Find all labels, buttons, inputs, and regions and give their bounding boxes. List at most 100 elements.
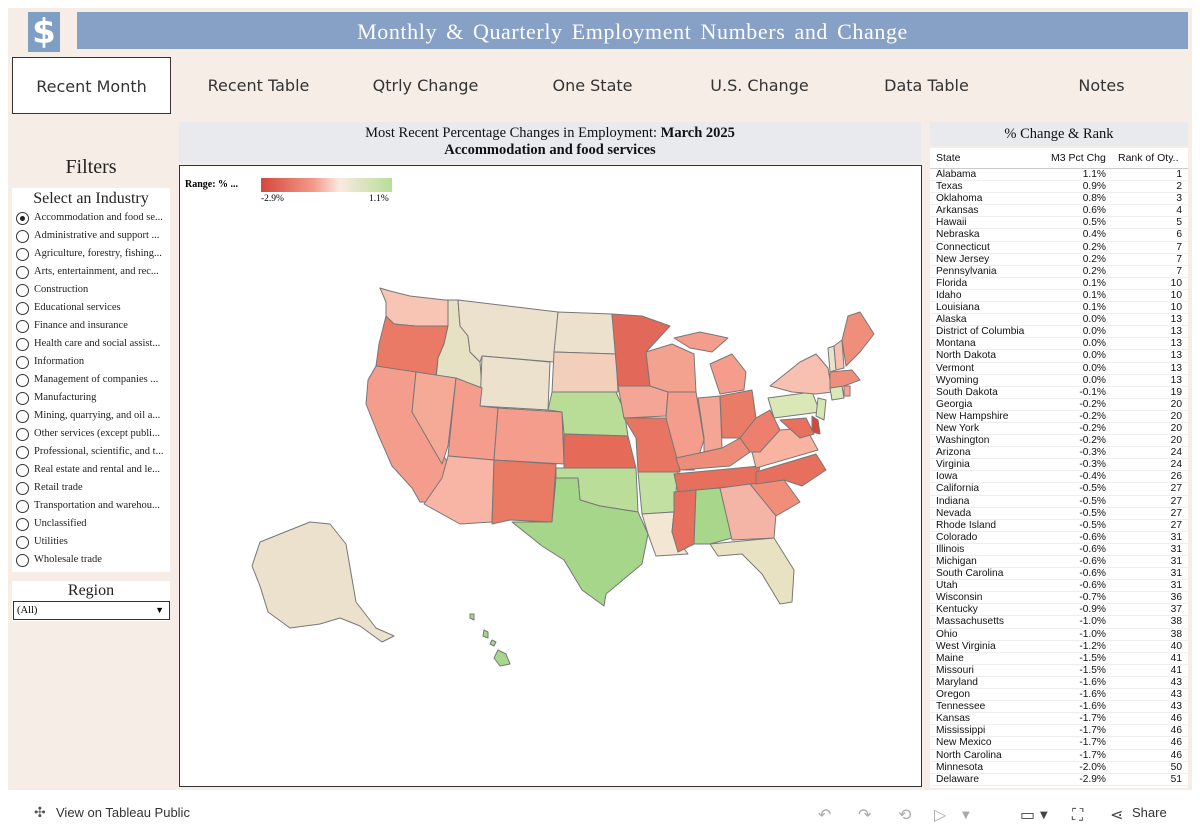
table-row[interactable]: North Carolina -1.7% 46: [930, 750, 1188, 762]
industry-option[interactable]: Professional, scientific, and t...: [12, 444, 170, 462]
table-row[interactable]: Mississippi -1.7% 46: [930, 725, 1188, 738]
radio-button[interactable]: [16, 482, 29, 495]
tab-us-change[interactable]: U.S. Change: [682, 57, 837, 114]
table-row[interactable]: Nebraska 0.4% 6: [930, 229, 1188, 242]
table-row[interactable]: Indiana -0.5% 27: [930, 496, 1188, 508]
table-row[interactable]: Colorado -0.6% 31: [930, 532, 1188, 544]
industry-option[interactable]: Retail trade: [12, 480, 170, 498]
radio-button[interactable]: [16, 500, 29, 513]
table-row[interactable]: Michigan -0.6% 31: [930, 556, 1188, 569]
industry-option[interactable]: Construction: [12, 282, 170, 300]
table-row[interactable]: Wisconsin -0.7% 36: [930, 592, 1188, 605]
state-alabama[interactable]: [693, 487, 733, 545]
table-row[interactable]: West Virginia -1.2% 40: [930, 641, 1188, 653]
table-row[interactable]: South Dakota -0.1% 19: [930, 387, 1188, 399]
redo-icon[interactable]: ↷: [858, 805, 872, 824]
table-row[interactable]: Missouri -1.5% 41: [930, 665, 1188, 677]
state-alaska[interactable]: [251, 521, 395, 643]
state-hawaii[interactable]: [493, 649, 511, 667]
table-row[interactable]: Nevada -0.5% 27: [930, 508, 1188, 520]
state-massachusetts[interactable]: [829, 369, 861, 389]
table-row[interactable]: Ohio -1.0% 38: [930, 629, 1188, 641]
radio-button[interactable]: [16, 284, 29, 297]
table-row[interactable]: Maine -1.5% 41: [930, 653, 1188, 665]
industry-option[interactable]: Information: [12, 354, 170, 372]
table-row[interactable]: Massachusetts -1.0% 38: [930, 616, 1188, 629]
state-texas[interactable]: [511, 477, 649, 607]
industry-option[interactable]: Manufacturing: [12, 390, 170, 408]
state-hawaii-4[interactable]: [469, 613, 475, 621]
table-row[interactable]: South Carolina -0.6% 31: [930, 568, 1188, 581]
chevron-down-icon[interactable]: ▼: [1040, 810, 1048, 821]
radio-button[interactable]: [16, 302, 29, 315]
table-row[interactable]: Connecticut 0.2% 7: [930, 242, 1188, 254]
state-rhode-island[interactable]: [843, 385, 851, 397]
state-maine[interactable]: [841, 311, 875, 367]
table-row[interactable]: Texas 0.9% 2: [930, 181, 1188, 194]
state-florida[interactable]: [709, 537, 795, 605]
radio-button[interactable]: [16, 212, 29, 225]
industry-option[interactable]: Mining, quarrying, and oil a...: [12, 408, 170, 426]
industry-option[interactable]: Wholesale trade: [12, 552, 170, 570]
state-hawaii-2[interactable]: [482, 629, 489, 639]
radio-button[interactable]: [16, 230, 29, 243]
col-rank[interactable]: Rank of Oty..: [1118, 152, 1179, 164]
table-row[interactable]: Maryland -1.6% 43: [930, 677, 1188, 690]
table-row[interactable]: Delaware -2.9% 51: [930, 774, 1188, 786]
industry-option[interactable]: Arts, entertainment, and rec...: [12, 264, 170, 282]
radio-button[interactable]: [16, 320, 29, 333]
radio-button[interactable]: [16, 356, 29, 369]
table-row[interactable]: Arkansas 0.6% 4: [930, 205, 1188, 218]
comment-download-icon[interactable]: ▭: [1020, 805, 1036, 824]
radio-button[interactable]: [16, 410, 29, 423]
radio-button[interactable]: [16, 248, 29, 261]
state-illinois[interactable]: [665, 391, 705, 471]
state-north-carolina[interactable]: [755, 453, 827, 487]
table-row[interactable]: Vermont 0.0% 13: [930, 363, 1188, 375]
radio-button[interactable]: [16, 428, 29, 441]
table-row[interactable]: Utah -0.6% 31: [930, 580, 1188, 593]
state-kansas[interactable]: [563, 433, 637, 469]
radio-button[interactable]: [16, 392, 29, 405]
radio-button[interactable]: [16, 338, 29, 351]
state-new-york[interactable]: [769, 353, 833, 395]
fullscreen-icon[interactable]: ⛶: [1072, 805, 1084, 824]
table-row[interactable]: Virginia -0.3% 24: [930, 459, 1188, 472]
radio-button[interactable]: [16, 536, 29, 549]
state-south-dakota[interactable]: [551, 351, 619, 393]
state-iowa[interactable]: [617, 385, 669, 419]
tab-qtrly-change[interactable]: Qtrly Change: [348, 57, 503, 114]
state-new-mexico[interactable]: [491, 459, 557, 525]
tab-recent-table[interactable]: Recent Table: [182, 57, 335, 114]
table-row[interactable]: New Jersey 0.2% 7: [930, 254, 1188, 266]
table-row[interactable]: Iowa -0.4% 26: [930, 471, 1188, 484]
table-row[interactable]: California -0.5% 27: [930, 483, 1188, 496]
table-row[interactable]: Louisiana 0.1% 10: [930, 302, 1188, 315]
state-west-virginia[interactable]: [739, 409, 781, 453]
share-button[interactable]: Share: [1132, 805, 1167, 820]
table-row[interactable]: Pennsylvania 0.2% 7: [930, 266, 1188, 278]
table-row[interactable]: Kentucky -0.9% 37: [930, 604, 1188, 617]
table-row[interactable]: Idaho 0.1% 10: [930, 290, 1188, 303]
table-row[interactable]: Illinois -0.6% 31: [930, 544, 1188, 556]
table-row[interactable]: District of Columbia 0.0% 13: [930, 326, 1188, 339]
state-colorado[interactable]: [493, 407, 565, 465]
tab-notes[interactable]: Notes: [1024, 57, 1179, 114]
state-new-jersey[interactable]: [815, 397, 827, 421]
share-icon[interactable]: ⋖: [1110, 805, 1124, 824]
state-nevada[interactable]: [411, 371, 457, 465]
industry-option[interactable]: Educational services: [12, 300, 170, 318]
state-new-hampshire[interactable]: [833, 339, 845, 371]
table-row[interactable]: Oregon -1.6% 43: [930, 689, 1188, 702]
radio-button[interactable]: [16, 374, 29, 387]
state-wyoming[interactable]: [479, 355, 551, 411]
table-row[interactable]: Minnesota -2.0% 50: [930, 762, 1188, 774]
table-row[interactable]: Wyoming 0.0% 13: [930, 375, 1188, 387]
revert-icon[interactable]: ⟲: [898, 805, 912, 824]
industry-option[interactable]: Utilities: [12, 534, 170, 552]
industry-option[interactable]: Real estate and rental and le...: [12, 462, 170, 480]
map-area[interactable]: Range: % ... -2.9% 1.1%: [179, 165, 922, 787]
tab-one-state[interactable]: One State: [515, 57, 670, 114]
radio-button[interactable]: [16, 266, 29, 279]
industry-option[interactable]: Health care and social assist...: [12, 336, 170, 354]
